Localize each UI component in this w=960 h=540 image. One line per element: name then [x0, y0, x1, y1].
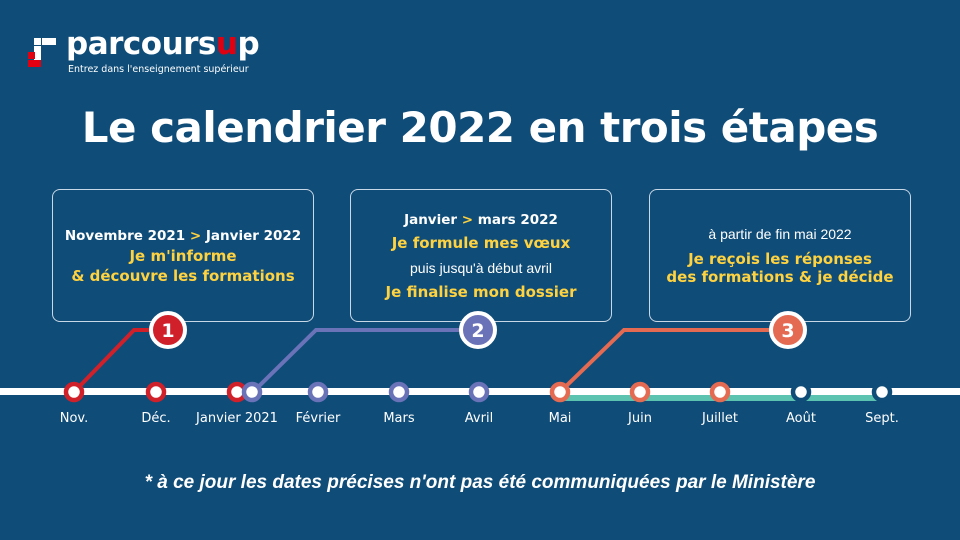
timeline-dot-6 — [388, 381, 410, 403]
step-2-plain-line: puis jusqu'à début avril — [410, 260, 552, 276]
step-2-connector — [251, 328, 478, 394]
step-card-2: Janvier > mars 2022 Je formule mes vœux … — [350, 189, 612, 322]
parcoursup-logo: parcoursup Entrez dans l'enseignement su… — [26, 26, 296, 78]
month-label-nov: Nov. — [59, 411, 89, 426]
timeline-dot-5 — [307, 381, 329, 403]
step-badge-1-number: 1 — [161, 320, 174, 342]
month-label-mai: Mai — [548, 411, 572, 426]
step-1-dates: Novembre 2021 > Janvier 2022 — [64, 228, 302, 244]
chevron-right-icon: > — [461, 212, 474, 228]
month-label-juillet: Juillet — [701, 411, 739, 426]
step-badge-2-number: 2 — [471, 320, 484, 342]
timeline-dot-7 — [468, 381, 490, 403]
step-card-1: Novembre 2021 > Janvier 2022 Je m'inform… — [52, 189, 314, 322]
month-label-avril: Avril — [464, 411, 494, 426]
timeline-dot-11 — [790, 381, 812, 403]
step-badge-3: 3 — [769, 311, 807, 349]
step-2-dates: Janvier > mars 2022 — [404, 212, 558, 228]
step-badge-2: 2 — [459, 311, 497, 349]
month-label-juin: Juin — [628, 411, 652, 426]
chevron-right-icon: > — [189, 228, 202, 244]
month-label-dec: Déc. — [141, 411, 171, 426]
timeline-dot-1 — [63, 381, 85, 403]
step-1-line2: & découvre les formations — [71, 267, 295, 285]
month-label-sept: Sept. — [865, 411, 899, 426]
step-3-line2: des formations & je décide — [666, 268, 894, 286]
step-badge-1: 1 — [149, 311, 187, 349]
timeline-dot-12 — [871, 381, 893, 403]
month-label-mars: Mars — [383, 411, 415, 426]
timeline-dot-10 — [709, 381, 731, 403]
parcoursup-logo-icon — [28, 38, 56, 67]
step-3-line1: Je reçois les réponses — [688, 250, 872, 268]
logo-wordmark: parcoursup — [66, 26, 260, 62]
step-1-line1: Je m'informe — [129, 247, 237, 265]
page-title: Le calendrier 2022 en trois étapes — [81, 103, 879, 152]
footnote: * à ce jour les dates précises n'ont pas… — [144, 472, 816, 493]
timeline-dot-4 — [241, 381, 263, 403]
timeline-dot-8 — [549, 381, 571, 403]
step-2-line2: Je finalise mon dossier — [385, 283, 577, 301]
month-label-janvier: Janvier 2021 — [196, 411, 278, 426]
step-3-dates: à partir de fin mai 2022 — [708, 226, 852, 242]
timeline-dot-9 — [629, 381, 651, 403]
month-label-aout: Août — [786, 411, 816, 426]
logo-tagline: Entrez dans l'enseignement supérieur — [68, 64, 249, 75]
step-badge-3-number: 3 — [781, 320, 794, 342]
month-label-fevrier: Février — [295, 411, 341, 426]
step-2-line1: Je formule mes vœux — [391, 234, 571, 252]
step-3-connector — [558, 328, 788, 394]
timeline-dot-2 — [145, 381, 167, 403]
